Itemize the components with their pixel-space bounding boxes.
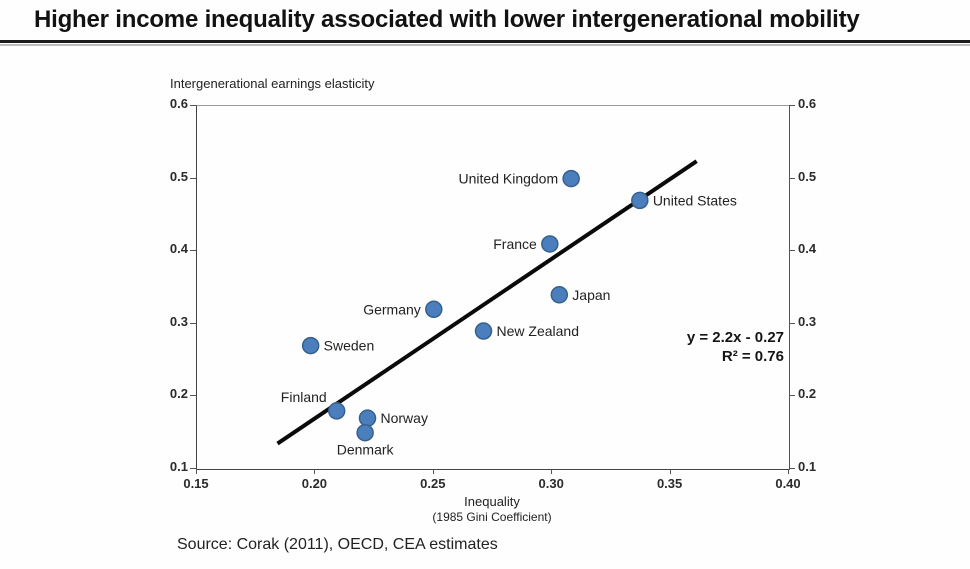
y-tick-label-right: 0.5 xyxy=(798,168,817,184)
y-tick-label-left: 0.3 xyxy=(169,313,188,329)
plot-area: Sweden Finland Norway Denmark Germany New Zea… xyxy=(196,105,790,470)
title-divider-shadow xyxy=(0,44,970,46)
x-axis-title-block: Inequality (1985 Gini Coefficient) xyxy=(196,494,788,524)
x-tick-label: 0.30 xyxy=(538,476,564,491)
data-point-japan xyxy=(550,286,569,304)
x-axis-title: Inequality xyxy=(464,494,520,509)
y-tick-label-left: 0.5 xyxy=(169,168,188,184)
y-tick-label-right: 0.6 xyxy=(798,96,817,111)
x-tick-label: 0.20 xyxy=(301,476,328,491)
chart-title: Higher income inequality associated with… xyxy=(34,6,860,33)
data-point-united-states xyxy=(631,191,649,210)
y-tick-label-right: 0.4 xyxy=(798,241,817,257)
y-axis-title: Intergenerational earnings elasticity xyxy=(170,76,375,91)
x-tick-mark xyxy=(551,469,553,474)
x-tick-label: 0.40 xyxy=(775,476,801,491)
y-tick-mark-right xyxy=(789,105,795,106)
data-point-denmark xyxy=(356,423,374,442)
y-tick-label-left: 0.2 xyxy=(169,386,188,402)
y-tick-mark-left xyxy=(190,468,196,469)
y-tick-label-left: 0.1 xyxy=(169,459,188,474)
x-tick-mark xyxy=(314,469,316,474)
x-tick-mark xyxy=(432,469,434,474)
data-point-france xyxy=(541,235,559,253)
y-tick-mark-left xyxy=(190,177,196,179)
title-divider xyxy=(0,40,970,43)
y-tick-mark-left xyxy=(190,250,196,252)
equation-text: y = 2.2x - 0.27 xyxy=(686,329,784,346)
trend-line xyxy=(276,159,698,446)
point-label-united-kingdom: United Kingdom xyxy=(459,171,559,187)
point-label-finland: Finland xyxy=(281,389,327,405)
x-tick-label: 0.35 xyxy=(656,476,683,491)
x-tick-mark xyxy=(669,469,671,474)
point-label-germany: Germany xyxy=(363,301,421,317)
data-point-finland xyxy=(327,402,346,420)
point-label-norway: Norway xyxy=(380,410,427,426)
point-label-japan: Japan xyxy=(572,287,610,303)
x-tick-mark xyxy=(788,469,789,474)
x-axis-subtitle: (1985 Gini Coefficient) xyxy=(432,510,552,524)
r-squared-text: R² = 0.76 xyxy=(721,348,784,365)
y-tick-mark-left xyxy=(190,395,196,397)
trendline-equation: y = 2.2x - 0.27 R² = 0.76 xyxy=(687,328,784,366)
y-tick-mark-right xyxy=(789,177,795,179)
y-tick-mark-right xyxy=(789,250,795,252)
data-point-sweden xyxy=(301,336,320,355)
data-point-germany xyxy=(425,300,443,319)
scatter-plot: Sweden Finland Norway Denmark Germany New Zea… xyxy=(276,159,737,458)
y-tick-label-right: 0.3 xyxy=(798,313,817,329)
y-tick-mark-left xyxy=(190,322,196,324)
point-label-sweden: Sweden xyxy=(324,338,375,354)
y-tick-label-right: 0.2 xyxy=(798,386,817,402)
y-tick-label-left: 0.4 xyxy=(169,241,188,257)
y-tick-label-left: 0.6 xyxy=(169,96,188,111)
y-tick-mark-left xyxy=(190,105,196,106)
point-label-france: France xyxy=(493,236,537,252)
point-label-united-states: United States xyxy=(653,192,737,208)
data-point-new-zealand xyxy=(474,322,493,340)
point-label-new-zealand: New Zealand xyxy=(497,323,580,339)
data-point-united-kingdom xyxy=(562,169,580,188)
x-tick-mark xyxy=(196,469,197,474)
x-tick-label: 0.25 xyxy=(420,476,446,491)
y-tick-mark-right xyxy=(789,322,795,324)
y-tick-mark-right xyxy=(789,395,795,397)
point-label-denmark: Denmark xyxy=(337,442,395,458)
source-note: Source: Corak (2011), OECD, CEA estimate… xyxy=(177,536,498,553)
y-tick-label-right: 0.1 xyxy=(798,459,817,474)
x-tick-label: 0.15 xyxy=(183,476,209,491)
y-tick-mark-right xyxy=(789,468,795,469)
data-point-norway xyxy=(358,409,377,427)
